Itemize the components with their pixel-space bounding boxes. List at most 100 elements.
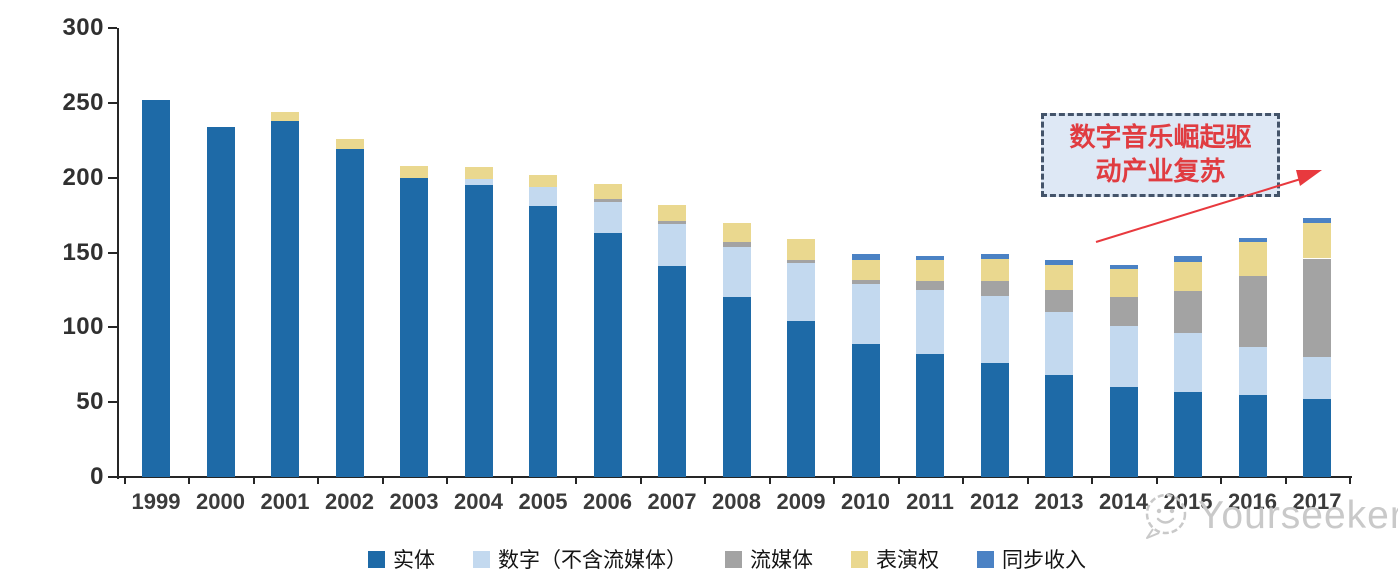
bar-segment-digital-excl-streaming (1174, 333, 1202, 392)
legend-swatch-performance-rights (851, 550, 868, 568)
bar-segment-physical (529, 206, 557, 477)
x-axis-tick (1091, 477, 1094, 484)
bar-segment-performance-rights (464, 167, 493, 180)
bar-segment-sync-revenue (1303, 218, 1331, 223)
bar-segment-streaming (593, 198, 622, 202)
y-axis-tick-label: 150 (62, 238, 104, 266)
bar-segment-digital-excl-streaming (529, 186, 557, 207)
bar-segment-streaming (851, 279, 880, 284)
bar-segment-sync-revenue (1238, 237, 1267, 242)
x-axis-category-label: 2016 (1228, 489, 1277, 514)
x-axis-tick (768, 477, 771, 484)
watermark-text: Yourseeker (1198, 494, 1398, 537)
x-axis-tick (1220, 477, 1223, 484)
bar-segment-performance-rights (400, 165, 428, 178)
bar-segment-performance-rights (1109, 269, 1138, 298)
bar-segment-streaming (1303, 258, 1331, 358)
x-axis-tick (252, 477, 255, 484)
x-axis-category-label: 2014 (1099, 489, 1148, 514)
y-axis-tick-label: 300 (62, 14, 104, 41)
x-axis-category-label: 2006 (583, 489, 632, 514)
bar-segment-physical (980, 363, 1009, 477)
legend-label-performance-rights: 表演权 (876, 548, 939, 572)
bar-segment-physical (1045, 375, 1073, 477)
bar-segment-performance-rights (1045, 264, 1073, 290)
y-axis-tick-label: 200 (62, 163, 104, 191)
bar-segment-performance-rights (1303, 222, 1331, 259)
bar-segment-streaming (980, 280, 1009, 296)
legend-swatch-digital-excl-streaming (473, 550, 490, 568)
x-axis-category-label: 2007 (647, 489, 697, 514)
bar-segment-performance-rights (980, 258, 1009, 281)
bar-segment-physical (593, 233, 622, 477)
bar-segment-streaming (1174, 291, 1202, 334)
bar-segment-digital-excl-streaming (787, 263, 815, 322)
bar-segment-physical (464, 185, 493, 477)
x-axis-tick (639, 477, 642, 484)
x-axis-tick (381, 477, 384, 484)
bar-segment-sync-revenue (1045, 260, 1073, 265)
bar-segment-streaming (1045, 289, 1073, 313)
x-axis-category-label: 2005 (518, 489, 568, 514)
bar-segment-digital-excl-streaming (1303, 357, 1331, 400)
bar-segment-performance-rights (722, 222, 751, 243)
bar-segment-sync-revenue (916, 255, 944, 260)
bar-segment-streaming (787, 260, 815, 263)
bar-segment-physical (1174, 391, 1202, 477)
x-axis-category-label: 2002 (325, 489, 374, 514)
x-axis-category-label: 2013 (1034, 489, 1084, 514)
bar-segment-digital-excl-streaming (916, 289, 944, 355)
legend-item-physical: 实体 (368, 544, 435, 574)
bar-segment-digital-excl-streaming (593, 201, 622, 233)
bar-segment-digital-excl-streaming (464, 179, 493, 186)
x-axis-tick (1026, 477, 1029, 484)
bar-segment-physical (142, 99, 170, 477)
legend-item-performance-rights: 表演权 (851, 544, 939, 574)
legend-label-physical: 实体 (393, 548, 435, 572)
bar-segment-performance-rights (271, 111, 299, 121)
bar-segment-sync-revenue (1174, 255, 1202, 262)
y-axis-tick (108, 176, 117, 179)
bar-segment-physical (400, 177, 428, 477)
x-axis-line (117, 476, 1352, 478)
bar-segment-sync-revenue (980, 254, 1009, 259)
legend-item-sync-revenue: 同步收入 (977, 544, 1086, 574)
x-axis-tick (962, 477, 965, 484)
bar-segment-performance-rights (787, 239, 815, 260)
bar-segment-physical (1109, 387, 1138, 477)
bar-segment-performance-rights (529, 174, 557, 187)
legend-label-sync-revenue: 同步收入 (1002, 548, 1086, 572)
bar-segment-physical (335, 149, 364, 477)
x-axis-tick (833, 477, 836, 484)
bar-segment-streaming (1109, 297, 1138, 326)
legend-swatch-streaming (725, 550, 742, 568)
x-axis-tick (510, 477, 513, 484)
bar-segment-streaming (658, 221, 686, 225)
x-axis-tick (446, 477, 449, 484)
x-axis-category-label: 2000 (196, 489, 245, 514)
x-axis-tick (317, 477, 320, 484)
x-axis-tick (704, 477, 707, 484)
x-axis-tick (575, 477, 578, 484)
legend-label-digital-excl-streaming: 数字（不含流媒体） (498, 548, 687, 572)
y-axis-tick (108, 401, 117, 404)
y-axis-tick (108, 326, 117, 329)
x-axis-category-label: 2008 (712, 489, 761, 514)
bar-segment-performance-rights (335, 138, 364, 150)
bar-segment-physical (271, 120, 299, 477)
bar-segment-physical (787, 321, 815, 477)
bar-segment-performance-rights (1238, 242, 1267, 277)
legend-swatch-physical (368, 550, 385, 568)
y-axis-tick-label: 100 (62, 313, 104, 341)
watermark: Yourseeker (1138, 488, 1398, 544)
x-axis-tick (188, 477, 191, 484)
bar-segment-digital-excl-streaming (1045, 312, 1073, 376)
x-axis-tick (1155, 477, 1158, 484)
x-axis-category-label: 2009 (776, 489, 826, 514)
annotation-callout: 数字音乐崛起驱 动产业复苏 (1041, 113, 1280, 197)
y-axis-tick (108, 251, 117, 254)
y-axis-tick (108, 27, 117, 29)
bar-segment-digital-excl-streaming (851, 283, 880, 344)
bar-segment-streaming (916, 280, 944, 290)
annotation-line-1: 数字音乐崛起驱 (1069, 123, 1252, 152)
